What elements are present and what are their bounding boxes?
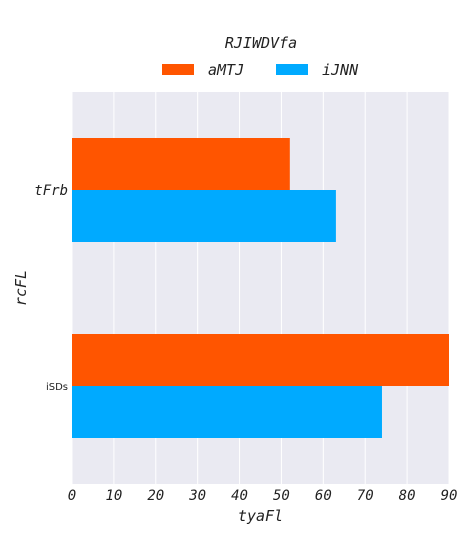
legend-swatch: [162, 64, 194, 75]
x-tick-label: 50: [273, 488, 290, 504]
chart-title: RJIWDVfa: [225, 34, 297, 52]
y-tick-labels: tFrb iSDs: [34, 183, 68, 393]
x-tick-label: 30: [188, 488, 206, 504]
legend-swatch: [276, 64, 308, 75]
legend-label: iJNN: [322, 61, 359, 79]
legend-label: aMTJ: [208, 61, 244, 79]
y-axis-label: rcFL: [12, 270, 30, 306]
x-tick-label: 80: [399, 488, 416, 504]
x-tick-label: 0: [68, 488, 76, 504]
bar-iJNN-tFrb: [72, 190, 336, 242]
bar-aMTJ-iSDs: [72, 334, 449, 386]
y-tick-label: tFrb: [34, 183, 68, 199]
legend: aMTJ iJNN: [162, 61, 359, 79]
bars: [72, 138, 449, 438]
x-tick-labels: 0 10 20 30 40 50 60 70 80 90: [68, 488, 458, 504]
x-axis-label: tyaFl: [238, 507, 283, 525]
bar-iJNN-iSDs: [72, 386, 382, 438]
bar-aMTJ-tFrb: [72, 138, 290, 190]
x-tick-label: 20: [147, 488, 164, 504]
x-tick-label: 40: [231, 488, 248, 504]
x-tick-label: 70: [357, 488, 374, 504]
x-tick-label: 90: [441, 488, 458, 504]
x-tick-label: 10: [105, 488, 122, 504]
y-tick-label: iSDs: [46, 382, 68, 393]
x-tick-label: 60: [315, 488, 332, 504]
